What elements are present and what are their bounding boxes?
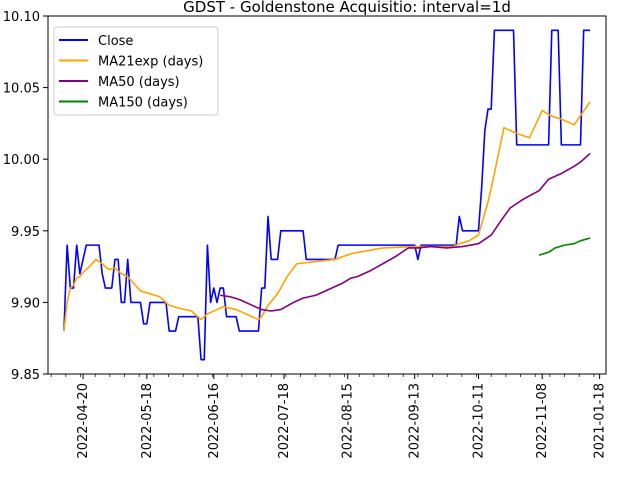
series-line-1 bbox=[63, 101, 591, 332]
y-tick-label: 9.95 bbox=[11, 225, 40, 240]
y-tick-label: 10.05 bbox=[3, 82, 40, 97]
legend-label: MA21exp (days) bbox=[98, 55, 203, 70]
x-tick-label: 2022-09-13 bbox=[408, 383, 423, 459]
legend-label: Close bbox=[98, 34, 133, 49]
y-tick-label: 10.00 bbox=[3, 153, 40, 168]
plot-frame bbox=[47, 15, 607, 375]
y-tick-label: 9.90 bbox=[11, 296, 40, 311]
series-line-3 bbox=[538, 237, 591, 256]
x-tick-label: 2022-07-18 bbox=[277, 383, 292, 459]
x-tick-label: 2022-04-20 bbox=[76, 383, 91, 459]
x-minor-ticks bbox=[50, 374, 595, 377]
series-line-0 bbox=[63, 29, 591, 361]
x-tick-label: 2022-06-16 bbox=[207, 383, 222, 459]
legend: Close MA21exp (days) MA50 (days) MA150 (day… bbox=[53, 26, 219, 116]
x-axis: 2022-04-20 2022-05-18 2022-06-16 2022-07-18… bbox=[76, 374, 608, 459]
x-tick-label: 2022-11-08 bbox=[535, 383, 550, 459]
legend-box bbox=[53, 26, 219, 116]
x-tick-label: 2022-08-15 bbox=[341, 383, 356, 459]
y-axis: 9.85 9.90 9.95 10.00 10.05 10.10 bbox=[3, 10, 48, 383]
chart-title: GDST - Goldenstone Acquisitio: interval=… bbox=[183, 0, 511, 16]
y-tick-label: 9.85 bbox=[11, 368, 40, 383]
series-line-2 bbox=[220, 152, 591, 312]
series-lines bbox=[63, 29, 591, 361]
x-tick-label: 2022-10-11 bbox=[471, 383, 486, 459]
y-tick-label: 10.10 bbox=[3, 10, 40, 25]
x-tick-label: 2021-01-18 bbox=[593, 383, 608, 459]
legend-label: MA50 (days) bbox=[98, 75, 180, 90]
legend-label: MA150 (days) bbox=[98, 96, 188, 111]
x-tick-label: 2022-05-18 bbox=[140, 383, 155, 459]
